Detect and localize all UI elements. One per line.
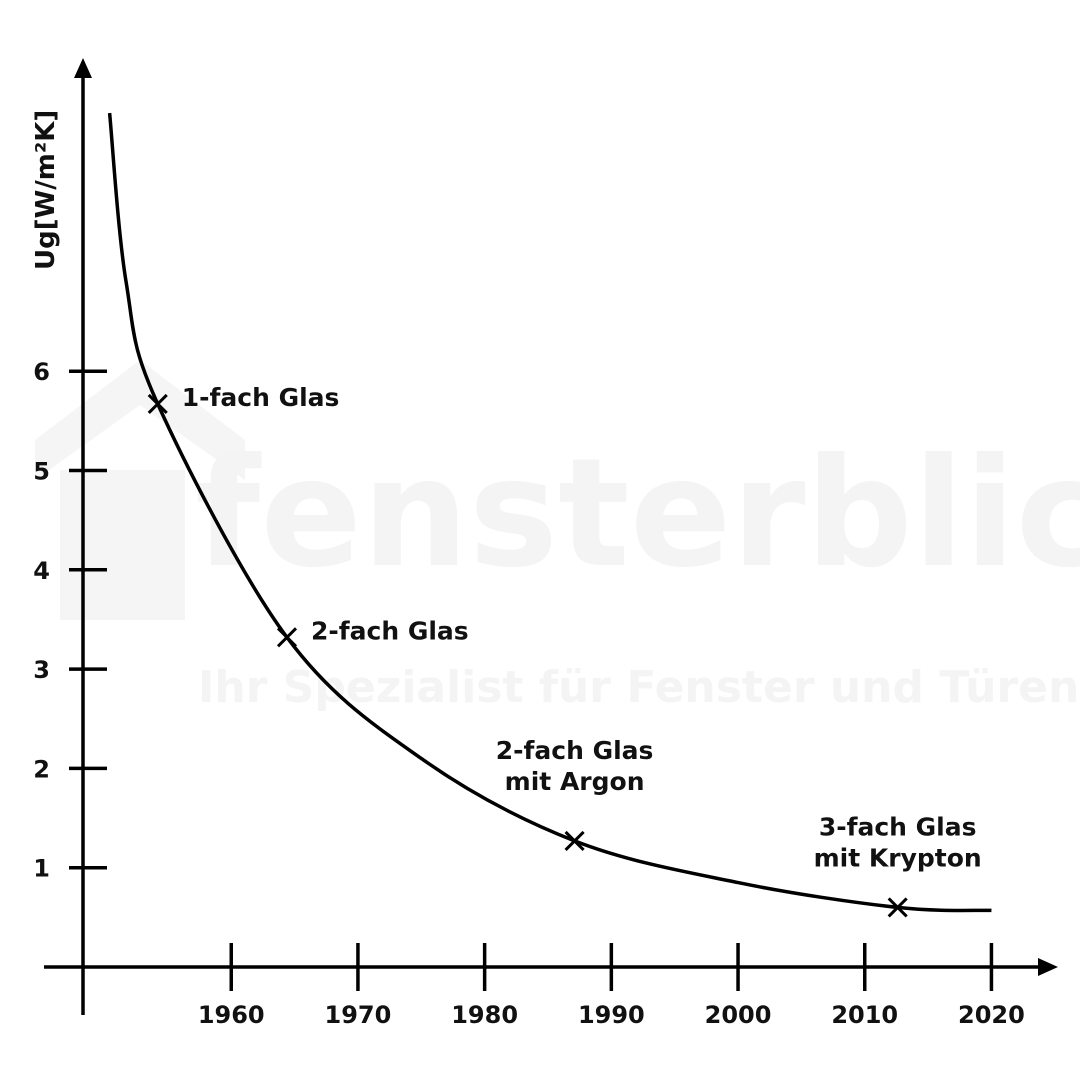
point-label: 2-fach Glas <box>496 736 654 765</box>
point-label: 1-fach Glas <box>182 383 340 412</box>
y-tick-label: 6 <box>33 358 50 386</box>
data-point-marker <box>147 393 168 415</box>
point-label: mit Krypton <box>814 843 982 872</box>
y-axis-arrow <box>74 58 92 78</box>
x-tick-label: 1960 <box>198 1001 265 1029</box>
y-axis-label: Ug[W/m²K] <box>31 110 61 270</box>
point-label: 3-fach Glas <box>819 812 977 841</box>
data-point-marker <box>564 830 585 851</box>
axes <box>44 58 1058 1015</box>
point-label: 2-fach Glas <box>311 616 469 645</box>
y-tick-label: 4 <box>33 557 50 585</box>
watermark-tagline: Ihr Spezialist für Fenster und Türen <box>198 662 1079 713</box>
x-axis-arrow <box>1038 958 1058 976</box>
x-tick-label: 2020 <box>958 1001 1025 1029</box>
y-tick-label: 2 <box>33 755 50 783</box>
x-tick-label: 2010 <box>831 1001 898 1029</box>
cross-icon <box>276 627 298 648</box>
x-tick-label: 1980 <box>451 1001 518 1029</box>
cross-icon <box>564 830 585 851</box>
data-point-marker <box>276 627 298 648</box>
x-tick-label: 1990 <box>578 1001 645 1029</box>
cross-icon <box>887 897 908 918</box>
watermark-house-logo <box>35 360 245 620</box>
point-label: mit Argon <box>505 767 645 796</box>
y-tick-label: 3 <box>33 656 50 684</box>
y-tick-label: 5 <box>33 458 50 486</box>
x-tick-label: 2000 <box>705 1001 772 1029</box>
data-point-marker <box>887 897 908 918</box>
watermark-brand: fensterblick <box>195 427 1080 601</box>
x-tick-label: 1970 <box>325 1001 392 1029</box>
ticks: 1 2 3 4 5 6 1960 1970 1980 1990 2000 2010 2020 <box>33 358 1025 1029</box>
u-value-curve <box>107 112 992 913</box>
watermark: fensterblick Ihr Spezialist für Fenster … <box>35 360 1080 713</box>
y-tick-label: 1 <box>33 855 50 883</box>
cross-icon <box>147 393 168 415</box>
